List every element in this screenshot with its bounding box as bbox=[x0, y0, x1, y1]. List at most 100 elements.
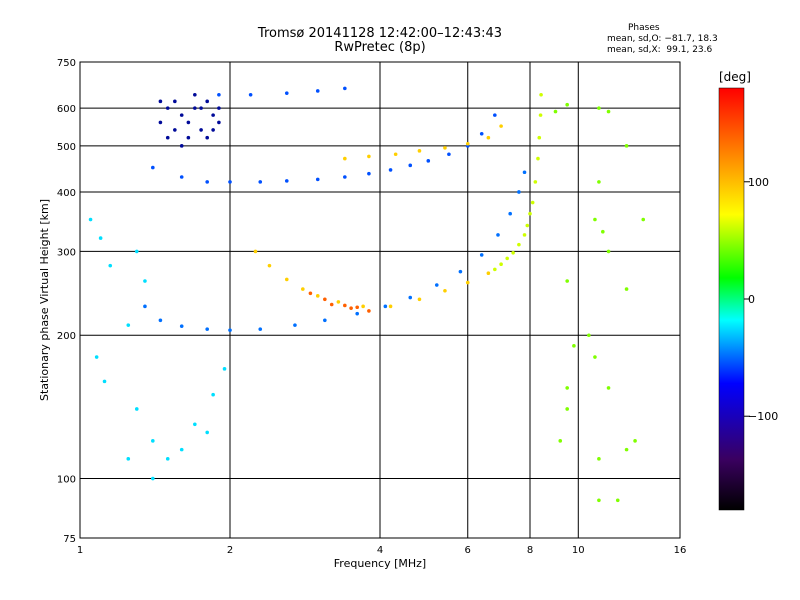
echo-traces bbox=[88, 86, 646, 503]
echo-point bbox=[158, 120, 163, 125]
echo-point bbox=[443, 146, 447, 150]
stats-o-mode: mean, sd,O: −81.7, 18.3 bbox=[607, 34, 718, 44]
echo-point bbox=[329, 302, 334, 307]
echo-point bbox=[217, 106, 221, 110]
echo-point bbox=[336, 300, 341, 304]
echo-point bbox=[393, 152, 398, 157]
echo-point bbox=[205, 327, 209, 331]
echo-point bbox=[343, 156, 347, 161]
echo-point bbox=[565, 386, 569, 390]
echo-point bbox=[179, 324, 184, 328]
echo-point bbox=[417, 149, 422, 153]
y-tick-label: 750 bbox=[57, 58, 76, 69]
x-tick-label: 6 bbox=[465, 545, 471, 556]
echo-point bbox=[217, 92, 221, 97]
echo-point bbox=[315, 294, 320, 298]
echo-point bbox=[565, 279, 569, 283]
echo-point bbox=[222, 367, 227, 371]
echo-point bbox=[211, 392, 215, 397]
colorbar-tick-label: 100 bbox=[748, 176, 769, 189]
echo-point bbox=[465, 141, 470, 146]
echo-point bbox=[179, 113, 184, 117]
y-tick-label: 600 bbox=[57, 104, 76, 115]
echo-point bbox=[565, 102, 569, 107]
echo-point bbox=[193, 422, 197, 427]
echo-point bbox=[126, 457, 131, 461]
echo-point bbox=[597, 457, 601, 461]
echo-point bbox=[126, 323, 131, 327]
colorbar bbox=[718, 87, 745, 511]
echo-point bbox=[536, 156, 540, 161]
echo-point bbox=[517, 190, 521, 194]
echo-point bbox=[587, 333, 591, 338]
echo-point bbox=[447, 152, 451, 157]
x-axis-label: Frequency [MHz] bbox=[334, 557, 426, 570]
echo-point bbox=[134, 249, 139, 254]
x-tick-label: 2 bbox=[227, 545, 233, 556]
colorbar-label: [deg] bbox=[719, 70, 751, 84]
echo-point bbox=[179, 144, 184, 148]
echo-point bbox=[383, 304, 388, 309]
echo-point bbox=[499, 262, 503, 267]
echo-point bbox=[408, 163, 413, 168]
stats-heading: Phases bbox=[628, 23, 660, 33]
echo-point bbox=[179, 447, 184, 452]
echo-point bbox=[248, 92, 253, 97]
echo-point bbox=[499, 124, 503, 128]
echo-point bbox=[624, 447, 629, 452]
echo-point bbox=[143, 304, 147, 309]
colorbar-ticks: 100 0 −100 bbox=[744, 176, 778, 423]
echo-point bbox=[323, 297, 327, 302]
echo-point bbox=[88, 217, 93, 222]
chart-title: Tromsø 20141128 12:42:00–12:43:43 bbox=[257, 26, 503, 41]
echo-point bbox=[165, 457, 170, 461]
echo-point bbox=[355, 305, 359, 310]
echo-point bbox=[479, 253, 484, 257]
echo-point bbox=[572, 344, 576, 348]
echo-point bbox=[367, 154, 371, 159]
echo-point bbox=[284, 179, 289, 183]
echo-point bbox=[193, 106, 197, 110]
echo-point bbox=[108, 263, 113, 268]
echo-point bbox=[134, 407, 139, 411]
echo-point bbox=[308, 291, 313, 296]
echo-point bbox=[493, 267, 497, 272]
echo-point bbox=[355, 311, 359, 316]
echo-point bbox=[615, 498, 620, 503]
echo-point bbox=[558, 439, 563, 443]
echo-point bbox=[606, 109, 611, 114]
echo-point bbox=[205, 135, 209, 140]
y-axis-label: Stationary phase Virtual Height [km] bbox=[38, 199, 51, 401]
echo-point bbox=[151, 439, 155, 443]
y-tick-label: 400 bbox=[57, 188, 76, 199]
echo-point bbox=[343, 86, 347, 91]
axis-ticks: 1 2 4 6 8 10 16 75 100 200 300 400 500 600 750 bbox=[57, 58, 686, 556]
echo-point bbox=[165, 135, 170, 140]
y-tick-label: 500 bbox=[57, 142, 76, 153]
echo-point bbox=[186, 135, 191, 140]
echo-point bbox=[361, 304, 365, 309]
echo-point bbox=[186, 120, 191, 125]
echo-point bbox=[323, 318, 327, 323]
echo-point bbox=[486, 135, 491, 140]
echo-point bbox=[388, 304, 393, 309]
echo-point bbox=[479, 131, 484, 136]
echo-point bbox=[465, 280, 470, 285]
x-tick-label: 4 bbox=[377, 545, 383, 556]
echo-point bbox=[267, 263, 272, 268]
echo-point bbox=[641, 217, 646, 222]
echo-point bbox=[258, 327, 263, 331]
x-tick-label: 10 bbox=[572, 545, 585, 556]
echo-point bbox=[158, 99, 163, 104]
echo-point bbox=[179, 175, 184, 179]
echo-point bbox=[284, 91, 289, 95]
echo-point bbox=[597, 106, 601, 110]
echo-point bbox=[367, 309, 371, 313]
echo-point bbox=[633, 439, 637, 443]
echo-point bbox=[293, 323, 297, 327]
echo-point bbox=[205, 180, 209, 184]
x-tick-label: 16 bbox=[674, 545, 687, 556]
echo-point bbox=[211, 113, 215, 117]
echo-point bbox=[253, 249, 258, 254]
